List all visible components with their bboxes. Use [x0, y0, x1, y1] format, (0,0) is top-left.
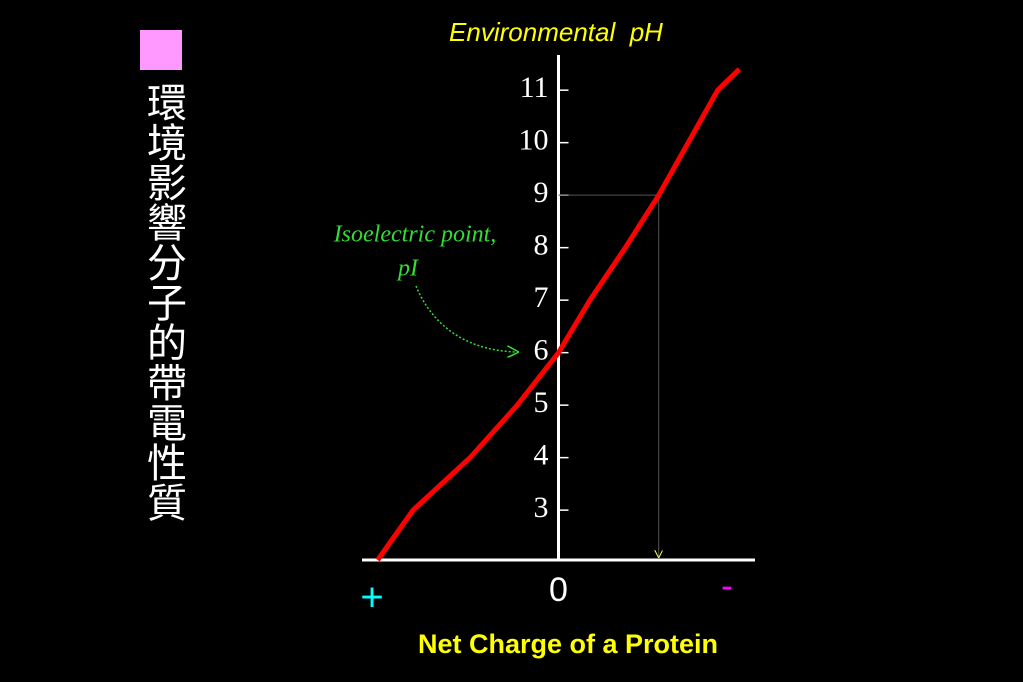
y-tick-label: 8 — [534, 229, 549, 262]
bullet — [140, 30, 182, 70]
y-tick-label: 11 — [520, 71, 549, 104]
y-axis-label: Environmental pH — [449, 17, 663, 47]
x-axis-label: Net Charge of a Protein — [418, 629, 718, 659]
side-panel: 環境影響分子的帶電性質 — [140, 30, 186, 522]
x-tick-label: 0 — [549, 571, 568, 609]
annotation-arrow — [415, 285, 516, 352]
y-tick-label: 7 — [534, 281, 549, 314]
y-tick-label: 9 — [534, 176, 549, 209]
annotation: Isoelectric point, — [333, 222, 497, 248]
x-left-label: + — [360, 576, 383, 620]
data-line — [375, 67, 742, 562]
y-tick-label: 4 — [534, 439, 549, 472]
y-tick-label: 10 — [519, 124, 549, 157]
x-right-label: - — [721, 565, 733, 606]
annotation: pI — [396, 256, 419, 282]
heading: 環境影響分子的帶電性質 — [140, 82, 186, 522]
y-tick-label: 5 — [534, 386, 549, 419]
y-tick-label: 6 — [534, 334, 549, 367]
y-tick-label: 3 — [534, 491, 549, 524]
